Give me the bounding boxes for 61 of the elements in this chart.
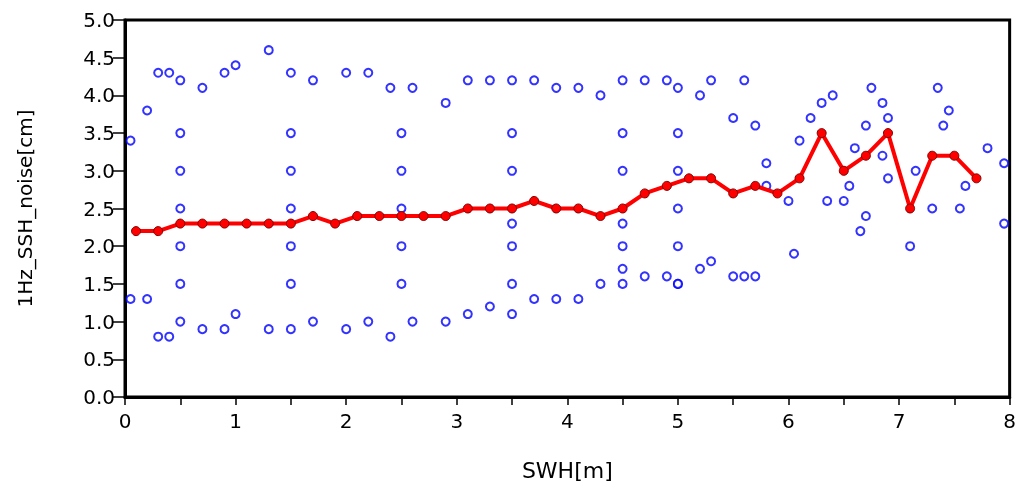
point bbox=[728, 188, 739, 199]
point bbox=[860, 150, 871, 161]
point bbox=[706, 173, 717, 184]
y-tick-label: 3.0 bbox=[83, 158, 115, 183]
point bbox=[772, 188, 783, 199]
point bbox=[905, 203, 916, 214]
point bbox=[971, 173, 982, 184]
point bbox=[507, 203, 518, 214]
point bbox=[307, 211, 318, 222]
point bbox=[683, 173, 694, 184]
point bbox=[219, 218, 230, 229]
point bbox=[573, 203, 584, 214]
point bbox=[661, 180, 672, 191]
y-tick-label: 0.0 bbox=[83, 385, 115, 409]
point bbox=[396, 211, 407, 222]
point bbox=[595, 211, 606, 222]
point bbox=[551, 203, 562, 214]
point bbox=[484, 203, 495, 214]
x-tick-label: 5 bbox=[671, 409, 685, 433]
point bbox=[197, 218, 208, 229]
point bbox=[794, 173, 805, 184]
point bbox=[330, 218, 341, 229]
point bbox=[175, 218, 186, 229]
point bbox=[263, 218, 274, 229]
y-tick-label: 3.5 bbox=[83, 121, 115, 146]
point bbox=[617, 203, 628, 214]
point bbox=[838, 165, 849, 176]
y-tick-label: 2.0 bbox=[83, 234, 115, 259]
point bbox=[883, 128, 893, 139]
point bbox=[374, 211, 385, 222]
x-tick-label: 1 bbox=[229, 409, 242, 433]
point bbox=[440, 211, 451, 222]
x-tick-label: 2 bbox=[339, 409, 353, 433]
x-tick-label: 4 bbox=[560, 409, 574, 433]
point bbox=[927, 150, 938, 161]
x-axis-title: SWH[m] bbox=[521, 457, 613, 483]
point bbox=[131, 226, 142, 237]
y-tick-label: 4.5 bbox=[83, 45, 115, 70]
point bbox=[241, 218, 252, 229]
y-tick-label: 0.5 bbox=[83, 347, 115, 372]
x-tick-label: 3 bbox=[450, 409, 464, 433]
point bbox=[462, 203, 473, 214]
x-tick-label: 0 bbox=[118, 409, 132, 433]
x-tick-label: 6 bbox=[782, 409, 795, 433]
point bbox=[153, 226, 164, 237]
point bbox=[418, 211, 429, 222]
point bbox=[639, 188, 650, 199]
point bbox=[750, 180, 761, 191]
point bbox=[352, 211, 363, 222]
point bbox=[949, 150, 960, 161]
y-tick-label: 5.0 bbox=[83, 8, 115, 32]
point bbox=[285, 218, 296, 229]
point bbox=[529, 195, 540, 206]
y-tick-label: 2.5 bbox=[83, 196, 115, 221]
y-axis-title: 1Hz_SSH_noise[cm] bbox=[13, 109, 37, 308]
y-tick-label: 4.0 bbox=[83, 83, 115, 108]
y-tick-label: 1.0 bbox=[83, 309, 115, 334]
point bbox=[816, 128, 827, 139]
y-tick-label: 1.5 bbox=[83, 271, 115, 296]
x-tick-label: 8 bbox=[1003, 409, 1016, 433]
x-tick-label: 7 bbox=[892, 409, 906, 433]
